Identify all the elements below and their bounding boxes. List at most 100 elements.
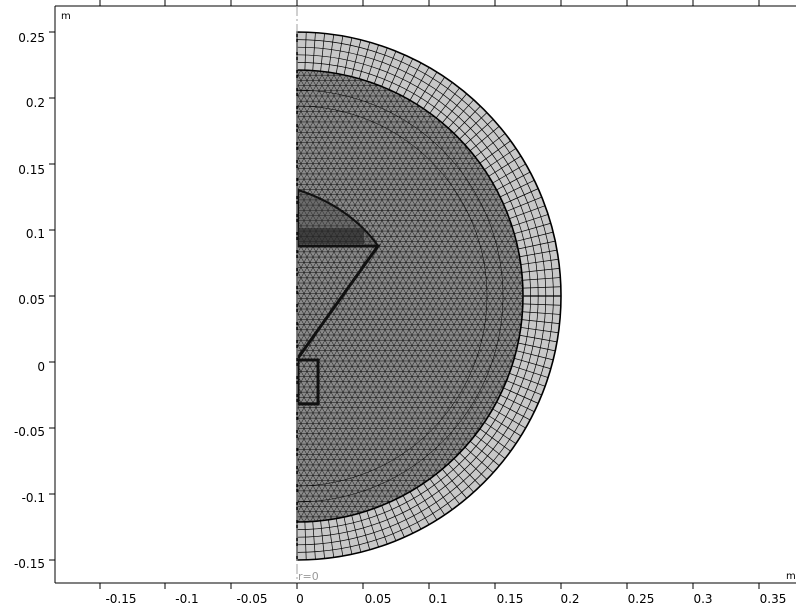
mesh-edge xyxy=(297,70,374,522)
infinite-element-radial-line xyxy=(496,401,531,421)
infinite-element-radial-line xyxy=(328,34,335,73)
y-unit-label: m xyxy=(61,11,71,22)
y-tick-label: -0.05 xyxy=(14,425,45,439)
x-tick-label: 0.35 xyxy=(760,592,787,606)
infinite-element-radial-line xyxy=(328,519,335,558)
mesh-edge xyxy=(565,70,796,522)
mesh-edge xyxy=(297,70,392,522)
mesh-edge xyxy=(0,70,91,522)
mesh-edge xyxy=(297,70,320,522)
mesh-edge xyxy=(0,70,13,522)
mesh-edge xyxy=(297,70,416,522)
infinite-element-radial-line xyxy=(358,42,371,79)
mesh-edge xyxy=(0,70,97,522)
infinite-element-radial-line xyxy=(416,71,438,105)
infinite-element-radial-line xyxy=(335,35,344,74)
x-tick-label: 0.3 xyxy=(693,592,712,606)
mesh-edge xyxy=(297,70,434,522)
infinite-element-radial-line xyxy=(320,520,325,559)
infinite-element-radial-line xyxy=(464,446,494,473)
infinite-element-radial-line xyxy=(429,478,453,510)
mesh-edge xyxy=(691,70,796,522)
infinite-element-radial-line xyxy=(522,277,561,281)
mesh-edge xyxy=(321,70,523,522)
mesh-edge xyxy=(309,70,523,522)
infinite-element-radial-line xyxy=(351,515,362,553)
infinite-element-radial-line xyxy=(484,422,517,444)
infinite-element-radial-line xyxy=(521,319,560,324)
infinite-element-radial-line xyxy=(511,365,549,378)
mesh-edge xyxy=(405,70,523,522)
mesh-edge xyxy=(297,70,476,522)
mesh-edge xyxy=(297,70,497,522)
mesh-edge xyxy=(297,70,308,522)
mesh-edge xyxy=(387,70,523,522)
mesh-edge xyxy=(631,70,796,522)
mesh-edge xyxy=(28,70,289,522)
mesh-edge xyxy=(22,70,283,522)
mesh-edge xyxy=(31,70,292,522)
mesh-edge xyxy=(297,70,401,522)
x-axis-ticks xyxy=(99,0,760,589)
infinite-element-radial-line xyxy=(409,491,430,525)
mesh-edge xyxy=(727,70,796,522)
mesh-edge xyxy=(297,70,362,522)
infinite-element-radial-line xyxy=(453,458,481,487)
infinite-element-radial-line xyxy=(366,44,379,82)
mesh-edge xyxy=(408,70,523,522)
mesh-boundary-layer-arc xyxy=(297,105,488,487)
mesh-edge xyxy=(402,70,523,522)
mesh-edge xyxy=(372,70,523,522)
infinite-element-radial-line xyxy=(516,231,554,242)
mesh-edge xyxy=(583,70,796,522)
mesh-edge xyxy=(297,70,470,522)
mesh-edge xyxy=(0,70,19,522)
mesh-edge xyxy=(330,70,523,522)
mesh-edge xyxy=(414,70,523,522)
mesh-edge xyxy=(529,70,790,522)
mesh-edge xyxy=(297,70,302,522)
axes-frame xyxy=(54,5,796,584)
inner-boundary xyxy=(296,69,524,523)
infinite-element-radial-line xyxy=(459,452,488,480)
mesh-edge xyxy=(411,70,523,522)
mesh-edge xyxy=(297,70,422,522)
mesh-edge xyxy=(559,70,796,522)
mesh-edge xyxy=(369,70,523,522)
mesh-edge xyxy=(625,70,796,522)
mesh-edge xyxy=(297,70,503,522)
mesh-edge xyxy=(297,70,347,522)
infinite-element-radial-line xyxy=(517,240,556,250)
mesh-edge xyxy=(297,70,305,522)
mesh-edge xyxy=(297,70,413,522)
mesh-edge xyxy=(297,70,350,522)
mesh-edge xyxy=(709,70,796,522)
infinite-element-radial-line xyxy=(499,179,535,198)
infinite-element-radial-line xyxy=(520,258,559,265)
mesh-edge xyxy=(360,70,523,522)
mesh-edge xyxy=(297,70,428,522)
x-tick-label: 0.2 xyxy=(560,592,579,606)
infinite-element-radial-line xyxy=(459,112,488,140)
mesh-edge xyxy=(297,70,404,522)
y-tick-label: 0.15 xyxy=(18,163,45,177)
mesh-edge xyxy=(297,70,311,522)
y-axis-tick-labels: 0.25 0.2 0.15 0.1 0.05 0 -0.05 -0.1 -0.1… xyxy=(14,31,45,571)
x-tick-label: -0.15 xyxy=(105,592,136,606)
mesh-edge xyxy=(297,70,335,522)
infinite-element-radial-line xyxy=(366,510,379,548)
mesh-edge xyxy=(571,70,796,522)
mesh-edge xyxy=(685,70,796,522)
mesh-edge xyxy=(297,70,506,522)
x-tick-label: 0.25 xyxy=(628,592,655,606)
infinite-element-radial-line xyxy=(509,205,546,220)
mesh-edge xyxy=(19,70,280,522)
infinite-element-radial-line xyxy=(388,502,405,538)
mesh-edge xyxy=(661,70,796,522)
infinite-element-radial-line xyxy=(320,33,325,72)
infinite-element-radial-line xyxy=(522,303,561,306)
mesh-edge xyxy=(336,70,523,522)
mesh-edge xyxy=(297,70,389,522)
infinite-element-radial-line xyxy=(442,468,467,499)
